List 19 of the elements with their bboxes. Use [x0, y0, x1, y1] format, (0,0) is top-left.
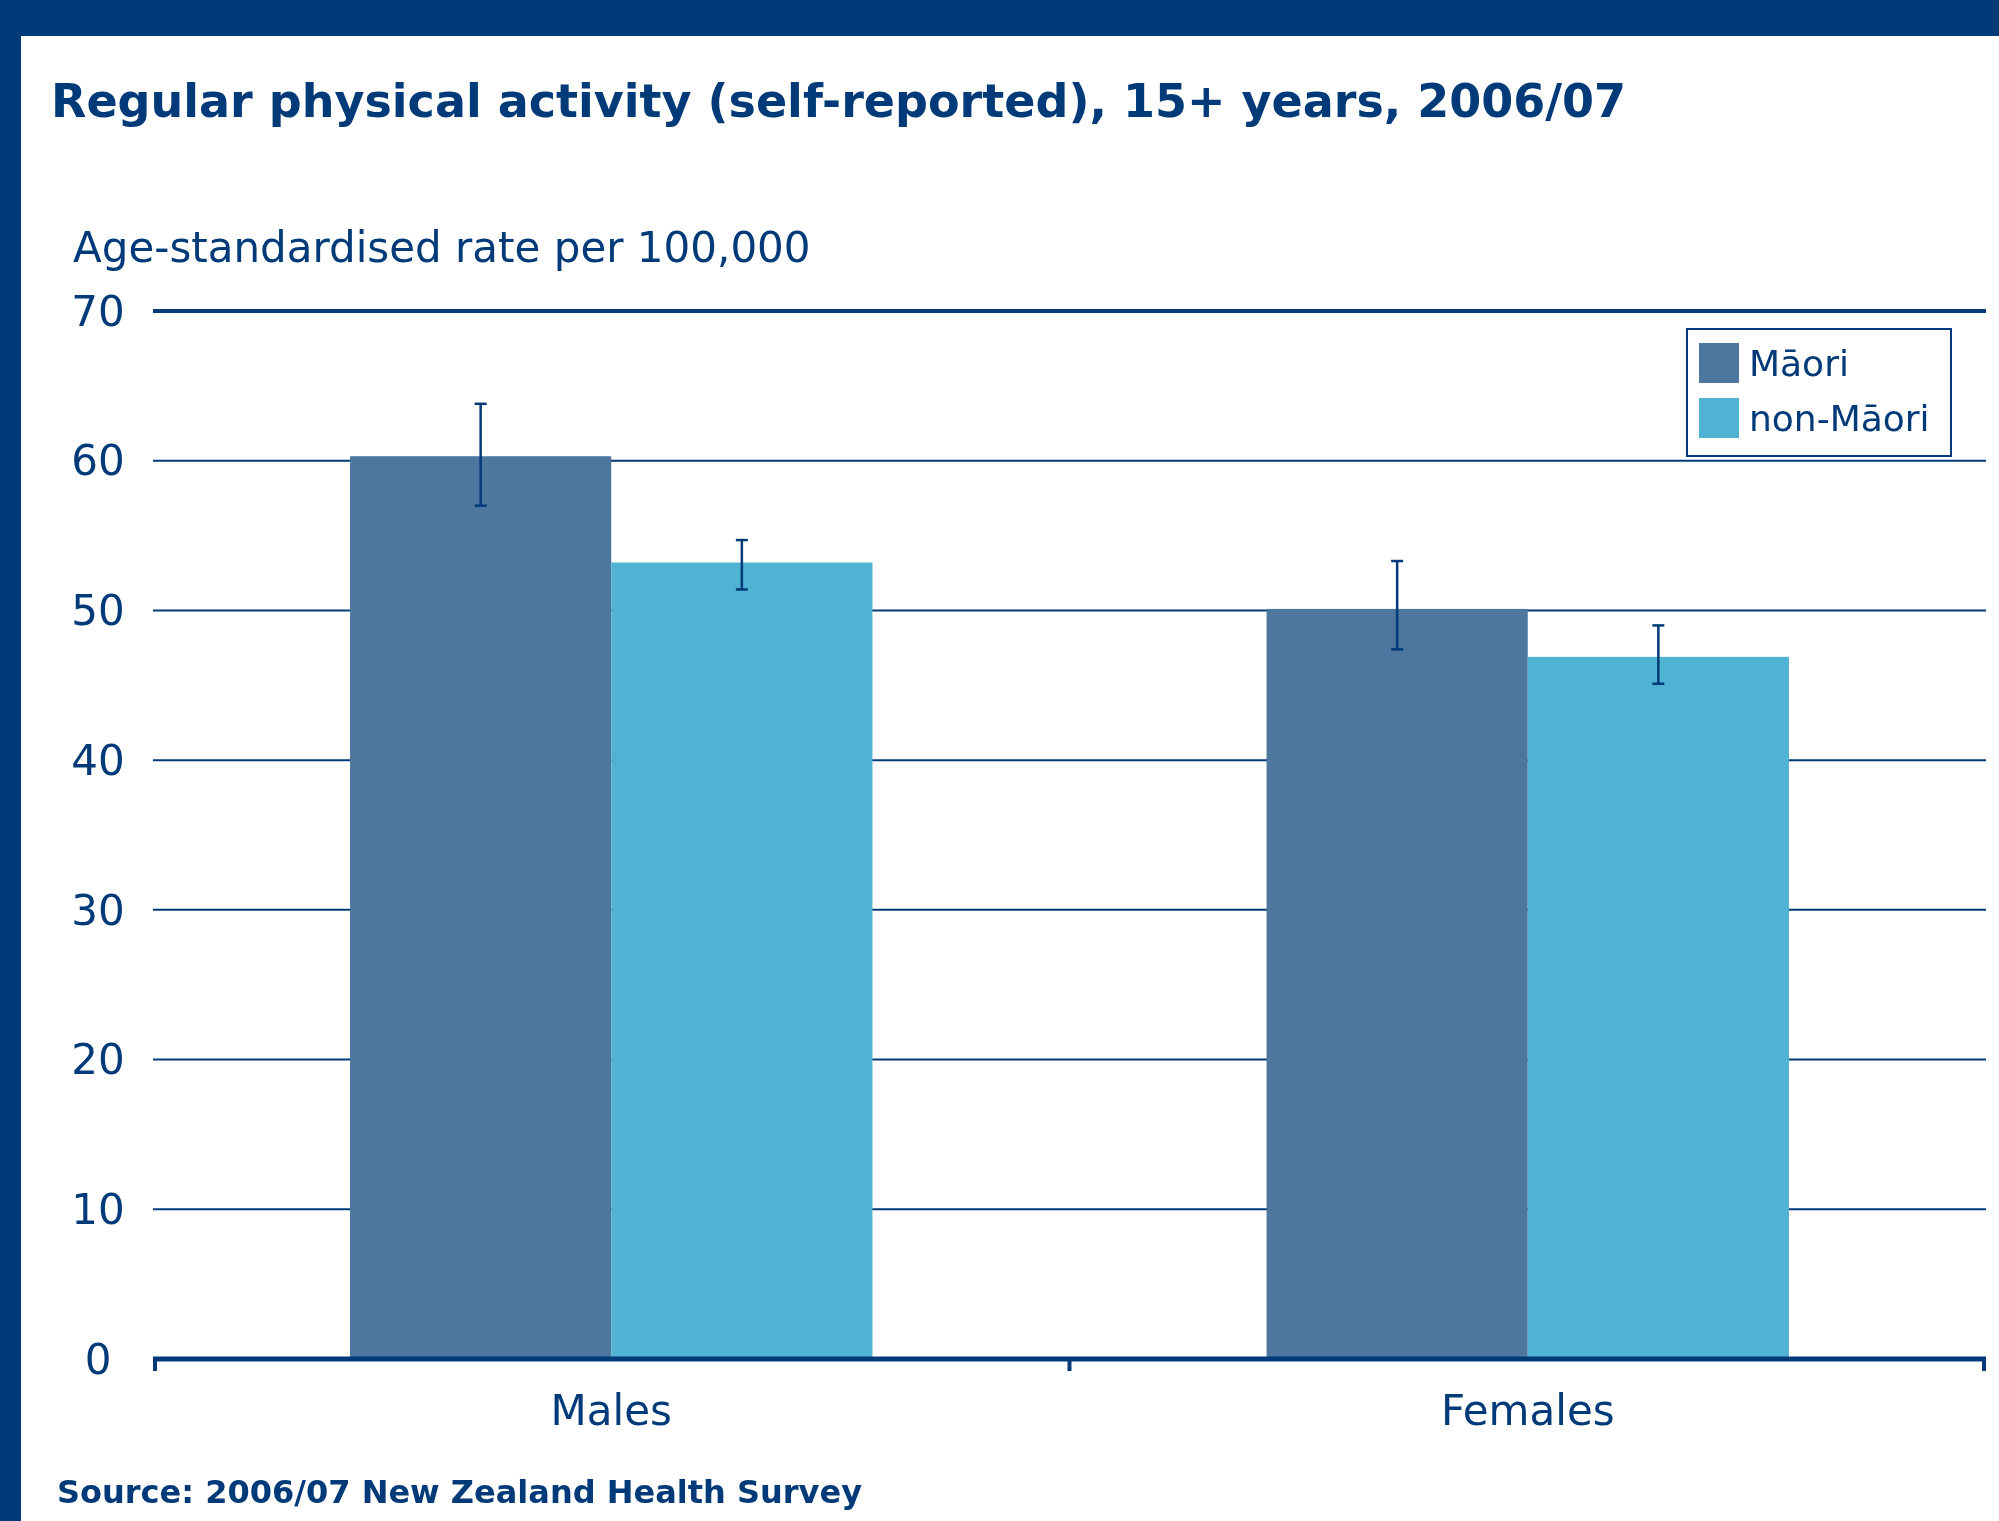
y-tick-label: 60	[71, 436, 125, 486]
x-tick-label: Females	[1440, 1386, 1615, 1435]
legend-label: non-Māori	[1749, 397, 1930, 439]
y-tick-label: 70	[71, 286, 125, 336]
source-note: Source: 2006/07 New Zealand Health Survey	[57, 1473, 863, 1511]
y-tick-label: 20	[71, 1035, 125, 1085]
y-tick-label: 30	[71, 885, 125, 935]
x-tick-label: Males	[550, 1386, 672, 1435]
y-axis-title: Age-standardised rate per 100,000	[73, 223, 811, 272]
y-tick-label: 10	[71, 1184, 125, 1234]
y-tick-label: 0	[84, 1334, 112, 1384]
y-tick-label: 50	[71, 586, 125, 636]
chart-title: Regular physical activity (self-reported), 15+ years, 2006/07	[51, 74, 1627, 128]
bar	[350, 456, 612, 1359]
bar	[1266, 608, 1528, 1359]
y-tick-label: 40	[71, 735, 125, 785]
bar	[1527, 656, 1789, 1359]
bar	[611, 562, 873, 1359]
legend-label: Māori	[1749, 342, 1849, 384]
